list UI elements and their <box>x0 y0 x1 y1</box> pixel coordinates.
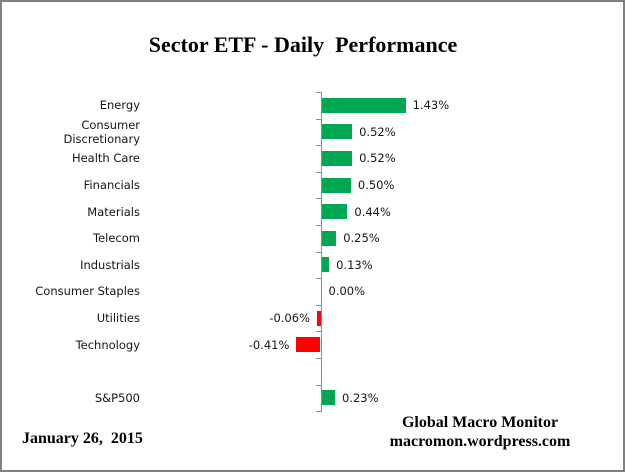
axis-tick <box>315 171 322 173</box>
category-label: Industrials <box>80 257 140 272</box>
chart-title: Sector ETF - Daily Performance <box>148 32 458 57</box>
category-label: S&P500 <box>94 390 140 405</box>
axis-tick <box>315 92 322 93</box>
category-label: Utilities <box>96 311 140 326</box>
axis-tick <box>315 198 322 200</box>
value-label: 0.23% <box>342 390 379 405</box>
credit-line-1: Global Macro Monitor <box>401 414 559 431</box>
value-label: 0.25% <box>343 231 380 246</box>
axis-tick <box>315 278 322 280</box>
axis-tick <box>315 145 322 147</box>
credit-line-2: macromon.wordpress.com <box>389 433 571 450</box>
value-label: 0.52% <box>359 124 396 139</box>
value-label: -0.41% <box>248 337 290 352</box>
value-label: 0.44% <box>354 204 391 219</box>
value-label: 0.00% <box>328 284 366 299</box>
bar <box>321 390 335 406</box>
category-label: Financials <box>83 178 140 193</box>
bar <box>321 204 348 220</box>
bar <box>321 177 351 193</box>
category-label: Materials <box>87 204 140 219</box>
bar <box>321 230 337 246</box>
axis-tick <box>315 358 322 359</box>
category-label: Energy <box>99 98 140 113</box>
value-label: 0.52% <box>359 151 396 166</box>
category-label: Health Care <box>71 151 140 166</box>
category-label: Technology <box>75 337 140 352</box>
category-label: Consumer Staples <box>35 284 140 299</box>
category-label: Consumer Discretionary <box>63 117 140 146</box>
bar <box>321 151 353 166</box>
bar-chart: Energy 1.43% Consumer Discretionary 0.52% He… <box>2 92 623 414</box>
axis-tick <box>315 304 322 306</box>
value-label: 0.50% <box>357 178 395 193</box>
value-label: -0.06% <box>269 311 310 326</box>
axis-tick <box>315 331 322 333</box>
bar <box>321 97 406 113</box>
category-label <box>2 358 140 385</box>
category-label: Telecom <box>93 231 140 246</box>
value-label: 1.43% <box>412 98 450 113</box>
bar <box>296 337 321 353</box>
axis-tick <box>315 225 322 226</box>
axis-tick <box>315 411 322 413</box>
axis-tick <box>315 118 322 120</box>
bar <box>317 310 321 326</box>
axis-tick <box>315 251 322 253</box>
date-label: January 26, 2015 <box>22 430 143 447</box>
bar <box>321 124 353 140</box>
bar <box>321 257 330 273</box>
value-label: 0.13% <box>336 257 373 272</box>
credit-block: Global Macro Monitor macromon.wordpress.… <box>370 413 590 451</box>
axis-tick <box>315 384 322 386</box>
